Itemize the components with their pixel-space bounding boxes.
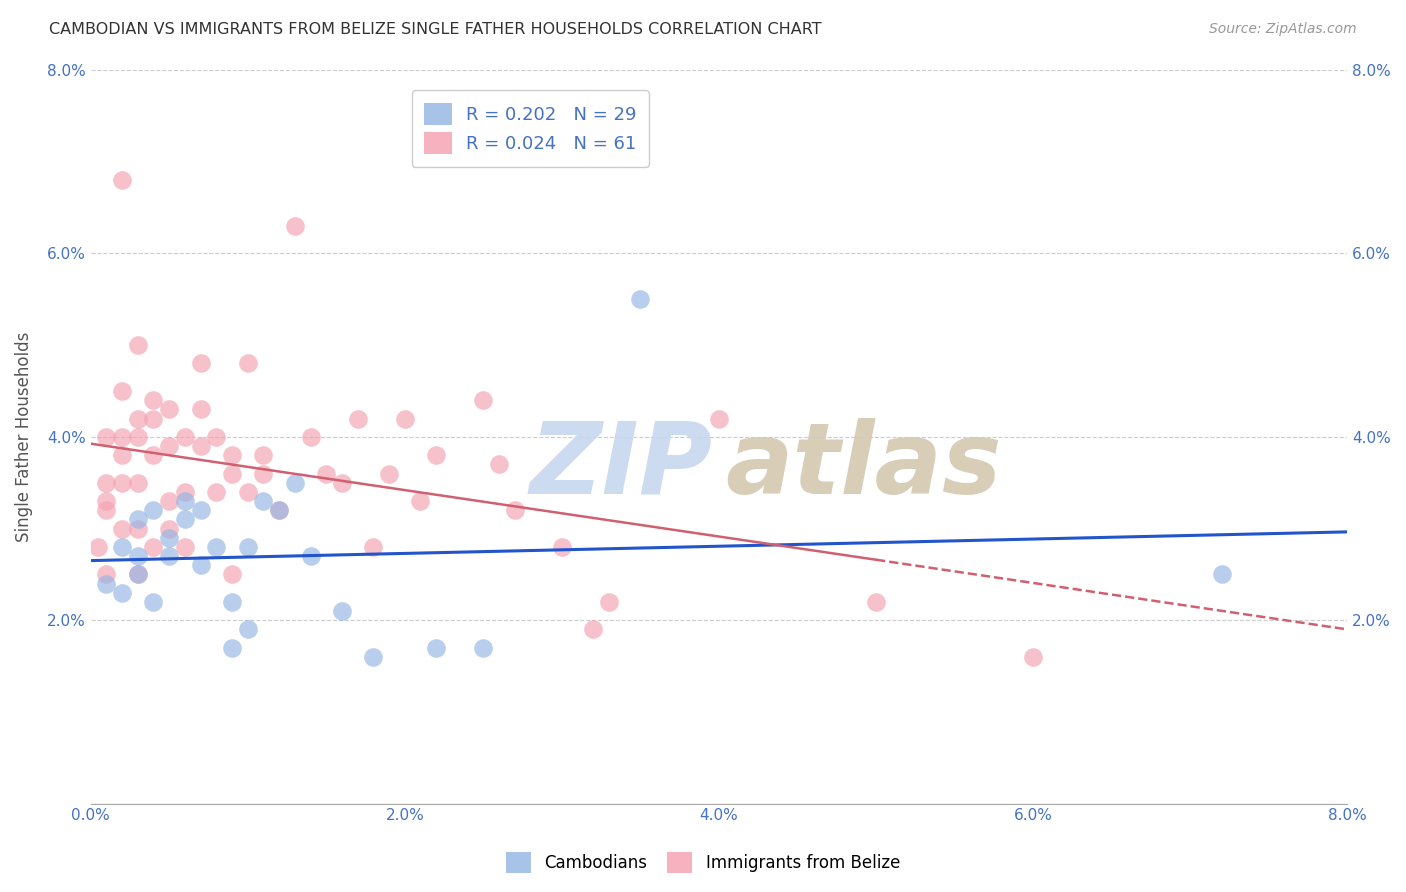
Point xyxy=(157,439,180,453)
Point xyxy=(142,595,165,609)
Point xyxy=(142,393,165,408)
Point xyxy=(1211,567,1233,582)
Point xyxy=(472,640,495,655)
Point xyxy=(346,411,368,425)
Point xyxy=(236,623,259,637)
Text: atlas: atlas xyxy=(725,417,1001,515)
Point xyxy=(628,293,651,307)
Point xyxy=(111,384,134,398)
Point xyxy=(173,430,195,444)
Point xyxy=(707,411,730,425)
Point xyxy=(111,475,134,490)
Point xyxy=(157,549,180,563)
Text: Source: ZipAtlas.com: Source: ZipAtlas.com xyxy=(1209,22,1357,37)
Point xyxy=(221,640,243,655)
Point xyxy=(96,576,118,591)
Point xyxy=(96,503,118,517)
Point xyxy=(551,540,574,554)
Point xyxy=(157,531,180,545)
Point xyxy=(865,595,887,609)
Point xyxy=(205,484,228,499)
Point xyxy=(87,540,110,554)
Point xyxy=(96,567,118,582)
Point xyxy=(299,430,322,444)
Point xyxy=(488,458,510,472)
Point xyxy=(221,567,243,582)
Point xyxy=(269,503,291,517)
Point xyxy=(173,540,195,554)
Point xyxy=(221,467,243,481)
Point xyxy=(503,503,526,517)
Point xyxy=(299,549,322,563)
Point xyxy=(190,558,212,573)
Point xyxy=(142,448,165,462)
Point xyxy=(96,494,118,508)
Point xyxy=(173,484,195,499)
Point xyxy=(236,484,259,499)
Point xyxy=(236,356,259,370)
Point xyxy=(284,219,307,233)
Point xyxy=(205,430,228,444)
Point xyxy=(96,430,118,444)
Point xyxy=(252,448,274,462)
Point xyxy=(363,540,385,554)
Point xyxy=(252,494,274,508)
Point xyxy=(157,402,180,417)
Point xyxy=(111,448,134,462)
Point xyxy=(205,540,228,554)
Point xyxy=(96,475,118,490)
Point xyxy=(221,595,243,609)
Point xyxy=(127,475,149,490)
Point xyxy=(269,503,291,517)
Point xyxy=(127,567,149,582)
Point xyxy=(142,540,165,554)
Point xyxy=(173,494,195,508)
Point xyxy=(157,494,180,508)
Point xyxy=(190,356,212,370)
Legend: Cambodians, Immigrants from Belize: Cambodians, Immigrants from Belize xyxy=(499,846,907,880)
Point xyxy=(127,411,149,425)
Point xyxy=(190,503,212,517)
Text: CAMBODIAN VS IMMIGRANTS FROM BELIZE SINGLE FATHER HOUSEHOLDS CORRELATION CHART: CAMBODIAN VS IMMIGRANTS FROM BELIZE SING… xyxy=(49,22,823,37)
Point xyxy=(127,549,149,563)
Point xyxy=(582,623,605,637)
Text: ZIP: ZIP xyxy=(530,417,713,515)
Point xyxy=(394,411,416,425)
Point xyxy=(472,393,495,408)
Point xyxy=(236,540,259,554)
Point xyxy=(111,540,134,554)
Point xyxy=(190,439,212,453)
Point xyxy=(142,411,165,425)
Point xyxy=(111,430,134,444)
Point xyxy=(378,467,401,481)
Point xyxy=(127,430,149,444)
Point xyxy=(409,494,432,508)
Point xyxy=(111,522,134,536)
Point xyxy=(127,338,149,352)
Point xyxy=(425,640,447,655)
Point xyxy=(330,604,353,618)
Point xyxy=(330,475,353,490)
Point xyxy=(1022,649,1045,664)
Point xyxy=(127,512,149,526)
Point xyxy=(425,448,447,462)
Point xyxy=(363,649,385,664)
Point xyxy=(315,467,337,481)
Y-axis label: Single Father Households: Single Father Households xyxy=(15,332,32,542)
Point xyxy=(598,595,620,609)
Point xyxy=(127,567,149,582)
Point xyxy=(142,503,165,517)
Point xyxy=(173,512,195,526)
Point xyxy=(190,402,212,417)
Point xyxy=(111,173,134,187)
Point xyxy=(252,467,274,481)
Legend: R = 0.202   N = 29, R = 0.024   N = 61: R = 0.202 N = 29, R = 0.024 N = 61 xyxy=(412,90,650,167)
Point xyxy=(284,475,307,490)
Point xyxy=(221,448,243,462)
Point xyxy=(127,522,149,536)
Point xyxy=(157,522,180,536)
Point xyxy=(111,585,134,599)
